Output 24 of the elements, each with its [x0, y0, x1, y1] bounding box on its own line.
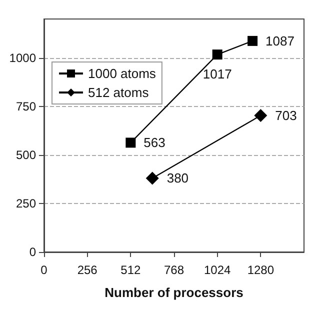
point: [248, 36, 258, 46]
point: [126, 138, 136, 148]
y-tick-label: 1000: [9, 50, 36, 65]
data-label: 1087: [266, 33, 294, 48]
data-label: 563: [144, 135, 166, 150]
x-axis-title: Number of processors: [104, 285, 244, 300]
x-tick-label: 512: [120, 263, 141, 277]
x-tick-label: 1024: [204, 263, 232, 277]
x-tick-label: 768: [164, 263, 184, 277]
point: [254, 109, 268, 122]
data-label: 1017: [202, 66, 232, 82]
y-tick-label: 0: [29, 245, 36, 259]
legend-label: 1000 atoms: [88, 66, 156, 81]
data-label: 703: [275, 108, 297, 123]
y-tick-label: 750: [16, 99, 36, 114]
point: [212, 50, 222, 60]
x-tick-label: 256: [77, 263, 98, 277]
data-label: 380: [166, 170, 189, 186]
legend-label: 512 atoms: [88, 85, 150, 100]
x-tick-label: 1280: [247, 263, 274, 277]
y-tick-label: 250: [16, 196, 36, 210]
x-tick-label: 0: [40, 263, 48, 277]
point: [146, 172, 159, 185]
y-tick-label: 500: [16, 148, 36, 162]
